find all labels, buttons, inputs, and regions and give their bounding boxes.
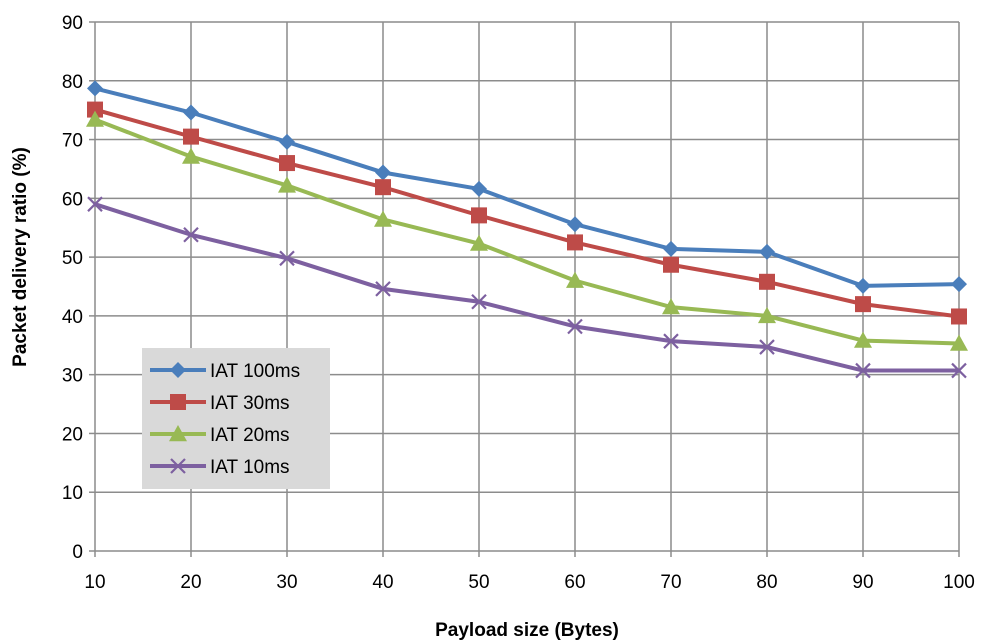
data-point: [87, 196, 103, 212]
data-point: [182, 147, 200, 164]
x-tick-label: 10: [84, 572, 105, 593]
y-tick-label: 60: [62, 189, 83, 210]
data-point: [759, 273, 775, 290]
data-point: [951, 308, 967, 325]
data-point: [279, 250, 295, 267]
x-tick-label: 40: [372, 572, 393, 593]
data-point: [375, 179, 391, 196]
data-point: [855, 277, 871, 294]
series-iat-100ms: [87, 80, 967, 294]
data-point: [279, 133, 295, 150]
x-tick-label: 100: [943, 572, 975, 593]
legend-label: IAT 20ms: [210, 425, 290, 446]
data-point: [471, 207, 487, 224]
data-point: [183, 128, 199, 145]
data-point: [759, 243, 775, 260]
series-iat-10ms: [87, 196, 967, 379]
data-point: [87, 80, 103, 97]
data-point: [663, 333, 679, 349]
y-tick-label: 90: [62, 13, 83, 34]
y-axis-title: Packet delivery ratio (%): [10, 147, 31, 367]
data-point: [951, 276, 967, 293]
data-point: [278, 176, 296, 193]
legend-item: IAT 10ms: [150, 457, 290, 478]
legend-item: IAT 30ms: [150, 393, 290, 414]
series-line: [94, 86, 960, 288]
y-tick-label: 80: [62, 72, 83, 93]
series-line: [94, 107, 960, 319]
legend-label: IAT 10ms: [210, 457, 290, 478]
data-point: [374, 210, 392, 227]
y-tick-label: 30: [62, 366, 83, 387]
legend-swatch-marker: [170, 362, 186, 378]
y-tick-label: 20: [62, 424, 83, 445]
legend-swatch-marker: [170, 458, 186, 474]
data-point: [855, 362, 871, 379]
y-tick-label: 50: [62, 248, 83, 269]
data-point: [566, 271, 584, 288]
data-point: [471, 180, 487, 197]
y-tick-label: 0: [72, 542, 83, 563]
x-tick-label: 60: [564, 572, 585, 593]
data-point: [663, 240, 679, 257]
x-axis-ticks: 10 20 30 40 50 60 70 80 90 100: [84, 551, 975, 593]
data-point: [758, 306, 776, 324]
data-point: [183, 104, 199, 121]
series-iat-20ms: [86, 110, 968, 351]
data-point: [951, 362, 967, 379]
data-point: [662, 298, 680, 315]
data-point: [855, 296, 871, 313]
legend-item: IAT 20ms: [150, 425, 290, 446]
x-tick-label: 30: [276, 572, 297, 593]
data-point: [567, 234, 583, 251]
legend-swatch-marker: [170, 394, 186, 410]
legend: IAT 100ms IAT 30ms IAT 20ms IAT 10ms: [142, 348, 330, 489]
series-line: [94, 117, 960, 346]
y-tick-label: 10: [62, 483, 83, 504]
x-tick-label: 20: [180, 572, 201, 593]
data-point: [567, 318, 583, 335]
x-tick-label: 90: [852, 572, 873, 593]
y-tick-label: 40: [62, 307, 83, 328]
legend-item: IAT 100ms: [150, 361, 300, 382]
legend-label: IAT 30ms: [210, 393, 290, 414]
data-point: [950, 334, 968, 351]
x-tick-label: 70: [660, 572, 681, 593]
data-point: [86, 110, 104, 127]
x-tick-label: 80: [756, 572, 777, 593]
y-axis-ticks: 0 10 20 30 40 50 60 70 80 90: [62, 13, 95, 563]
x-axis-title: Payload size (Bytes): [435, 620, 619, 641]
series-layer: [86, 80, 968, 379]
data-point: [471, 294, 487, 310]
data-point: [567, 216, 583, 233]
data-point: [854, 331, 872, 348]
x-tick-label: 50: [468, 572, 489, 593]
data-point: [375, 164, 391, 181]
series-iat-30ms: [87, 101, 967, 325]
data-point: [87, 101, 103, 118]
legend-swatch-marker: [169, 425, 187, 442]
data-point: [470, 234, 488, 251]
legend-label: IAT 100ms: [210, 361, 300, 382]
data-point: [375, 281, 391, 297]
data-point: [663, 256, 679, 273]
data-point: [279, 155, 295, 172]
data-point: [759, 339, 775, 355]
series-line: [94, 202, 959, 373]
data-point: [183, 226, 199, 243]
y-tick-label: 70: [62, 131, 83, 152]
